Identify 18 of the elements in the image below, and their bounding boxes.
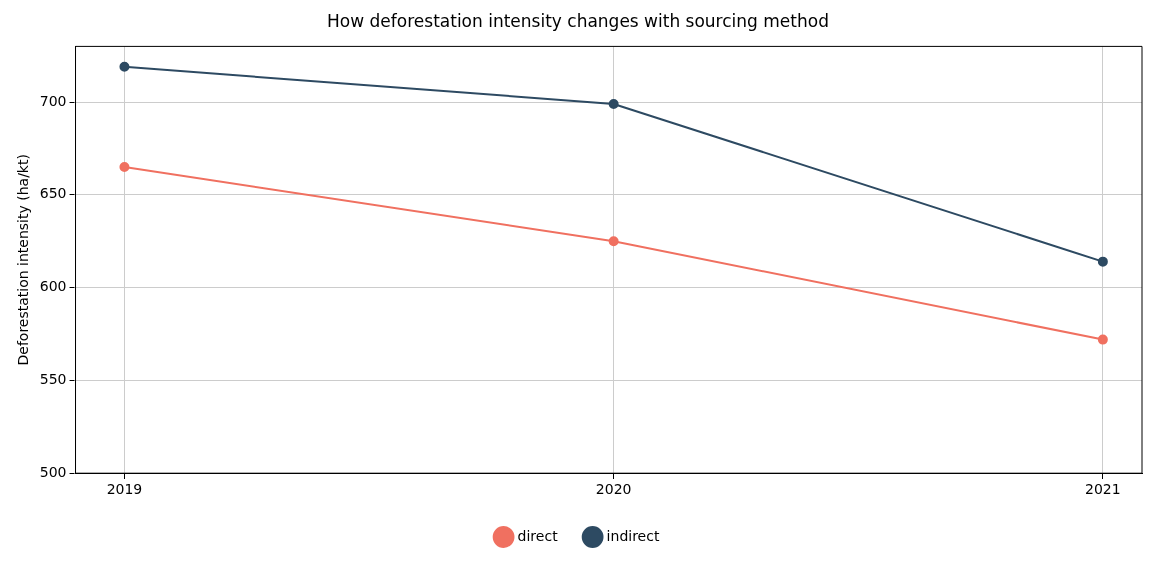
y-tick-label: 600 bbox=[39, 278, 67, 295]
legend-label: indirect bbox=[606, 527, 660, 544]
legend-label: direct bbox=[517, 527, 559, 544]
point bbox=[119, 162, 130, 173]
y-tick-label: 700 bbox=[39, 92, 67, 109]
x-tick-label: 2019 bbox=[106, 481, 143, 498]
x-tick-label: 2020 bbox=[595, 481, 632, 498]
point bbox=[1097, 334, 1108, 345]
point bbox=[608, 98, 619, 109]
y-axis-title: Deforestation intensity (ha/kt) bbox=[15, 154, 32, 366]
point bbox=[119, 61, 130, 72]
x-tick-label: 2021 bbox=[1085, 481, 1121, 498]
y-tick-label: 500 bbox=[39, 463, 67, 480]
y-tick-label: 650 bbox=[39, 185, 67, 202]
point bbox=[1097, 256, 1108, 267]
y-tick-label: 550 bbox=[39, 371, 67, 388]
point bbox=[608, 236, 619, 247]
chart-title: How deforestation intensity changes with sourcing method bbox=[327, 10, 829, 31]
